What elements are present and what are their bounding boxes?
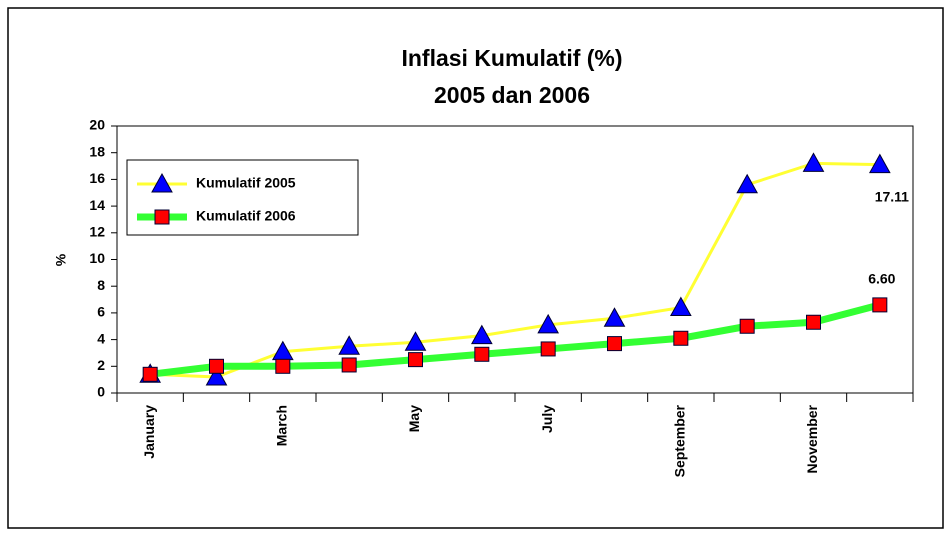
marker [275,358,291,374]
y-tick-label: 0 [97,384,105,400]
series-line [150,161,880,379]
marker [154,209,170,225]
marker [872,297,888,313]
data-label: 6.60 [868,271,895,287]
marker [474,346,490,362]
x-tick-label: July [539,405,555,433]
chart-frame [7,7,944,529]
marker [673,330,689,346]
y-tick-label: 16 [89,170,105,186]
marker [607,336,622,352]
marker [603,307,626,327]
marker [142,366,158,382]
marker [802,152,825,172]
y-tick-label: 8 [97,277,105,293]
marker [341,357,357,373]
marker [338,335,361,355]
marker [470,324,493,345]
x-tick-label: January [141,405,157,459]
y-tick-label: 10 [89,250,105,266]
marker [151,172,173,193]
x-tick-label: March [274,405,290,446]
marker [736,173,759,194]
y-tick-label: 20 [89,117,105,133]
marker [806,314,821,330]
chart-subtitle: 2005 dan 2006 [434,82,590,108]
y-tick-label: 18 [89,143,105,159]
marker [537,313,560,334]
marker [669,296,692,317]
marker [404,331,427,351]
y-axis-label: % [53,253,69,266]
x-tick-label: September [672,404,688,477]
marker [209,358,224,374]
y-tick-label: 4 [97,330,105,346]
chart-title: Inflasi Kumulatif (%) [401,45,622,71]
series-line [149,301,881,378]
y-tick-label: 2 [97,357,105,373]
x-tick-label: November [804,404,820,473]
y-tick-label: 6 [97,304,105,320]
marker [408,352,423,368]
marker [868,153,891,174]
marker [739,318,755,334]
y-tick-label: 14 [89,197,105,213]
legend-label: Kumulatif 2006 [196,208,296,224]
legend-label: Kumulatif 2005 [196,175,296,191]
x-tick-label: May [406,405,422,432]
data-label: 17.11 [875,188,909,204]
marker [205,365,228,386]
marker [540,341,556,357]
y-tick-label: 12 [89,224,105,240]
